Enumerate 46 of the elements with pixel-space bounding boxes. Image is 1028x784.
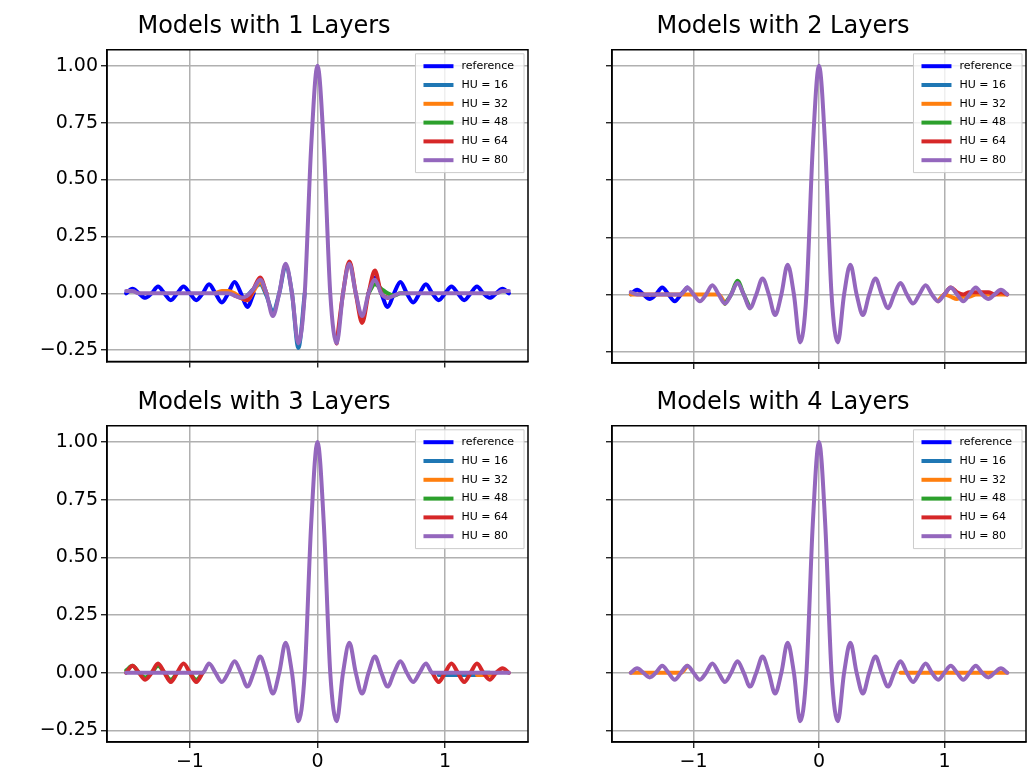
- legend-label: HU = 48: [959, 115, 1007, 129]
- x-tick-label: 0: [311, 749, 324, 772]
- legend-label: HU = 64: [959, 510, 1007, 524]
- legend-label: HU = 32: [461, 472, 509, 486]
- legend-label: HU = 80: [959, 529, 1007, 543]
- y-tick-label: 0.75: [55, 109, 98, 132]
- y-tick-label: 0.00: [55, 659, 98, 682]
- legend-label: reference: [461, 59, 515, 73]
- y-tick-label: −0.25: [39, 337, 98, 360]
- legend-label: reference: [461, 435, 515, 449]
- y-tick-label: 0.25: [55, 223, 98, 246]
- chart-title: Models with 2 Layers: [656, 10, 910, 39]
- legend-label: reference: [959, 435, 1013, 449]
- legend-label: HU = 16: [461, 453, 509, 467]
- y-tick-label: 0.00: [55, 280, 98, 303]
- chart-title: Models with 3 Layers: [137, 386, 391, 415]
- y-tick-label: 0.50: [55, 166, 98, 189]
- legend-label: HU = 64: [959, 134, 1007, 148]
- legend-label: HU = 80: [461, 529, 509, 543]
- x-tick-label: 1: [439, 749, 452, 772]
- legend-label: HU = 16: [959, 453, 1007, 467]
- chart-title: Models with 1 Layers: [137, 10, 391, 39]
- y-tick-label: 1.00: [55, 428, 98, 451]
- chart-title: Models with 4 Layers: [656, 386, 910, 415]
- legend-label: HU = 64: [461, 134, 509, 148]
- x-tick-label: 0: [812, 749, 826, 772]
- legend-label: reference: [959, 59, 1013, 73]
- legend-label: HU = 64: [461, 510, 509, 524]
- x-tick-label: 1: [938, 749, 951, 772]
- y-tick-label: 0.25: [55, 602, 98, 624]
- legend-label: HU = 32: [959, 472, 1007, 486]
- legend-label: HU = 32: [959, 96, 1007, 110]
- y-tick-label: 0.50: [55, 544, 98, 567]
- legend-label: HU = 16: [959, 77, 1007, 91]
- y-tick-label: 0.75: [55, 486, 98, 509]
- legend-label: HU = 48: [959, 491, 1007, 505]
- legend-label: HU = 16: [461, 77, 509, 91]
- x-tick-label: −1: [175, 749, 204, 772]
- legend-label: HU = 48: [461, 115, 509, 129]
- legend-label: HU = 80: [959, 153, 1007, 167]
- legend-label: HU = 32: [461, 96, 509, 110]
- legend-label: HU = 48: [461, 491, 509, 505]
- legend-label: HU = 80: [461, 153, 509, 167]
- x-tick-label: −1: [679, 749, 708, 772]
- y-tick-label: −0.25: [39, 717, 98, 740]
- y-tick-label: 1.00: [55, 52, 98, 75]
